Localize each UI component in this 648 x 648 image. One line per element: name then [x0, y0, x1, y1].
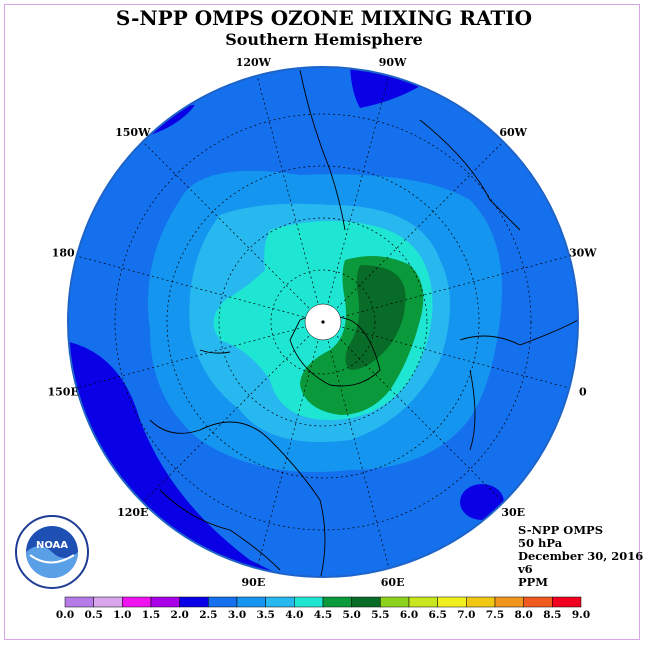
colorbar-swatch: [466, 596, 496, 608]
longitude-label: 180: [52, 246, 75, 259]
colorbar-swatch: [208, 596, 238, 608]
colorbar-label: 7.0: [457, 609, 475, 621]
longitude-label: 60W: [499, 126, 527, 139]
colorbar-label: 3.5: [257, 609, 275, 621]
longitude-label: 30W: [569, 246, 597, 259]
info-instrument: S-NPP OMPS: [518, 523, 604, 537]
colorbar-swatch: [64, 596, 94, 608]
colorbar-label: 2.5: [199, 609, 217, 621]
colorbar-label: 0.0: [56, 609, 74, 621]
colorbar-swatch: [93, 596, 123, 608]
figure-frame: [4, 4, 640, 640]
longitude-labels: 90W 60W 30W 0 30E 60E 90E 120E 150E 180 150W 120W: [47, 56, 597, 589]
colorbar-swatch: [236, 596, 266, 608]
longitude-label: 120W: [236, 56, 272, 69]
coast-australia: [149, 419, 326, 577]
colorbar-swatch: [122, 596, 152, 608]
info-units: PPM: [518, 575, 549, 589]
colorbar-swatch: [494, 596, 524, 608]
page-subtitle: Southern Hemisphere: [225, 30, 423, 49]
colorbar-label: 0.5: [85, 609, 103, 621]
colorbar-swatch: [351, 596, 381, 608]
colorbar-swatch: [408, 596, 438, 608]
longitude-label: 0: [579, 386, 587, 399]
colorbar-label: 7.5: [486, 609, 504, 621]
colorbar-swatch: [265, 596, 295, 608]
colorbar-swatch: [294, 596, 324, 608]
coast-south-atlantic: [419, 119, 521, 231]
colorbar-swatch: [437, 596, 467, 608]
longitude-label: 90E: [242, 576, 266, 589]
colorbar-label: 9.0: [572, 609, 590, 621]
field-1.5-2.0-se: [460, 484, 504, 520]
colorbar-swatch: [380, 596, 410, 608]
page-title: S-NPP OMPS OZONE MIXING RATIO: [115, 6, 533, 30]
coast-madagascar: [469, 369, 476, 451]
coast-south-america: [299, 69, 346, 231]
longitude-label: 120E: [117, 506, 148, 519]
colorbar-label: 1.5: [142, 609, 160, 621]
south-pole-marker: [321, 320, 325, 324]
colorbar-swatch: [322, 596, 352, 608]
colorbar-label: 5.0: [343, 609, 361, 621]
colorbar-label: 1.0: [113, 609, 131, 621]
longitude-label: 150W: [115, 126, 151, 139]
noaa-logo-text: NOAA: [36, 540, 68, 551]
colorbar-label: 2.0: [171, 609, 189, 621]
info-version: v6: [518, 562, 533, 576]
info-pressure: 50 hPa: [518, 536, 563, 550]
longitude-label: 90W: [379, 56, 407, 69]
colorbar-swatch: [523, 596, 553, 608]
colorbar-label: 6.5: [429, 609, 447, 621]
colorbar-label: 4.5: [314, 609, 332, 621]
latitude-circles: [114, 113, 532, 531]
noaa-logo: NOAA: [15, 515, 89, 589]
colorbar-label: 5.5: [371, 609, 389, 621]
longitude-label: 150E: [47, 386, 78, 399]
longitude-label: 30E: [501, 506, 525, 519]
field-4.5-5.0: [345, 265, 406, 370]
coast-island: [199, 349, 231, 354]
colorbar-swatch: [552, 596, 582, 608]
colorbar-label: 8.5: [543, 609, 561, 621]
coast-new-zealand: [159, 489, 281, 571]
colorbar-label: 4.0: [285, 609, 303, 621]
colorbar-label: 8.0: [515, 609, 533, 621]
coast-africa: [459, 319, 578, 346]
colorbar-label: 6.0: [400, 609, 418, 621]
colorbar-label: 3.0: [228, 609, 246, 621]
info-date: December 30, 2016: [518, 549, 644, 563]
map-border: [67, 66, 579, 578]
longitude-label: 60E: [381, 576, 405, 589]
info-panel: S-NPP OMPS 50 hPa December 30, 2016 v6 P…: [518, 524, 643, 589]
colorbar-swatch: [150, 596, 180, 608]
colorbar-swatch: [179, 596, 209, 608]
colorbar: 0.0 0.5 1.0 1.5 2.0 2.5 3.0 3.5 4.0 4.5 5.0 5.5 6.0 6…: [56, 596, 590, 621]
